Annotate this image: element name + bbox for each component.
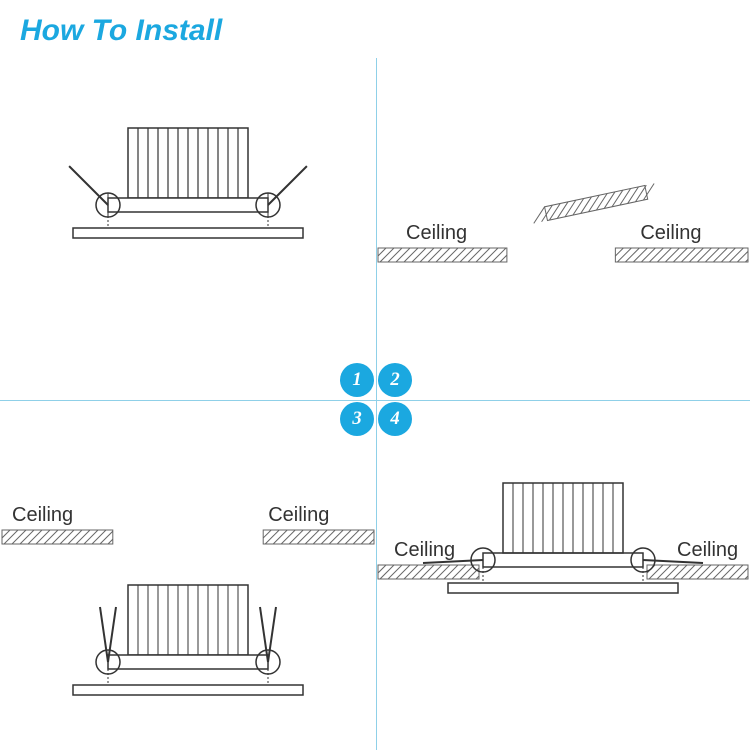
- panel2-ceiling-label-right: Ceiling: [640, 222, 701, 245]
- panel4-ceiling-label-left: Ceiling: [394, 539, 455, 562]
- panel3-ceiling-label-left: Ceiling: [12, 504, 73, 527]
- panel4-ceiling-label-right: Ceiling: [677, 539, 738, 562]
- panel3-ceiling-label-right: Ceiling: [268, 504, 329, 527]
- panel2-ceiling-label-left: Ceiling: [406, 222, 467, 245]
- panel-3-diagram: [0, 400, 376, 750]
- panel-4-diagram: [376, 400, 750, 750]
- panel-1-diagram: [0, 58, 376, 400]
- page-title: How To Install: [20, 14, 222, 48]
